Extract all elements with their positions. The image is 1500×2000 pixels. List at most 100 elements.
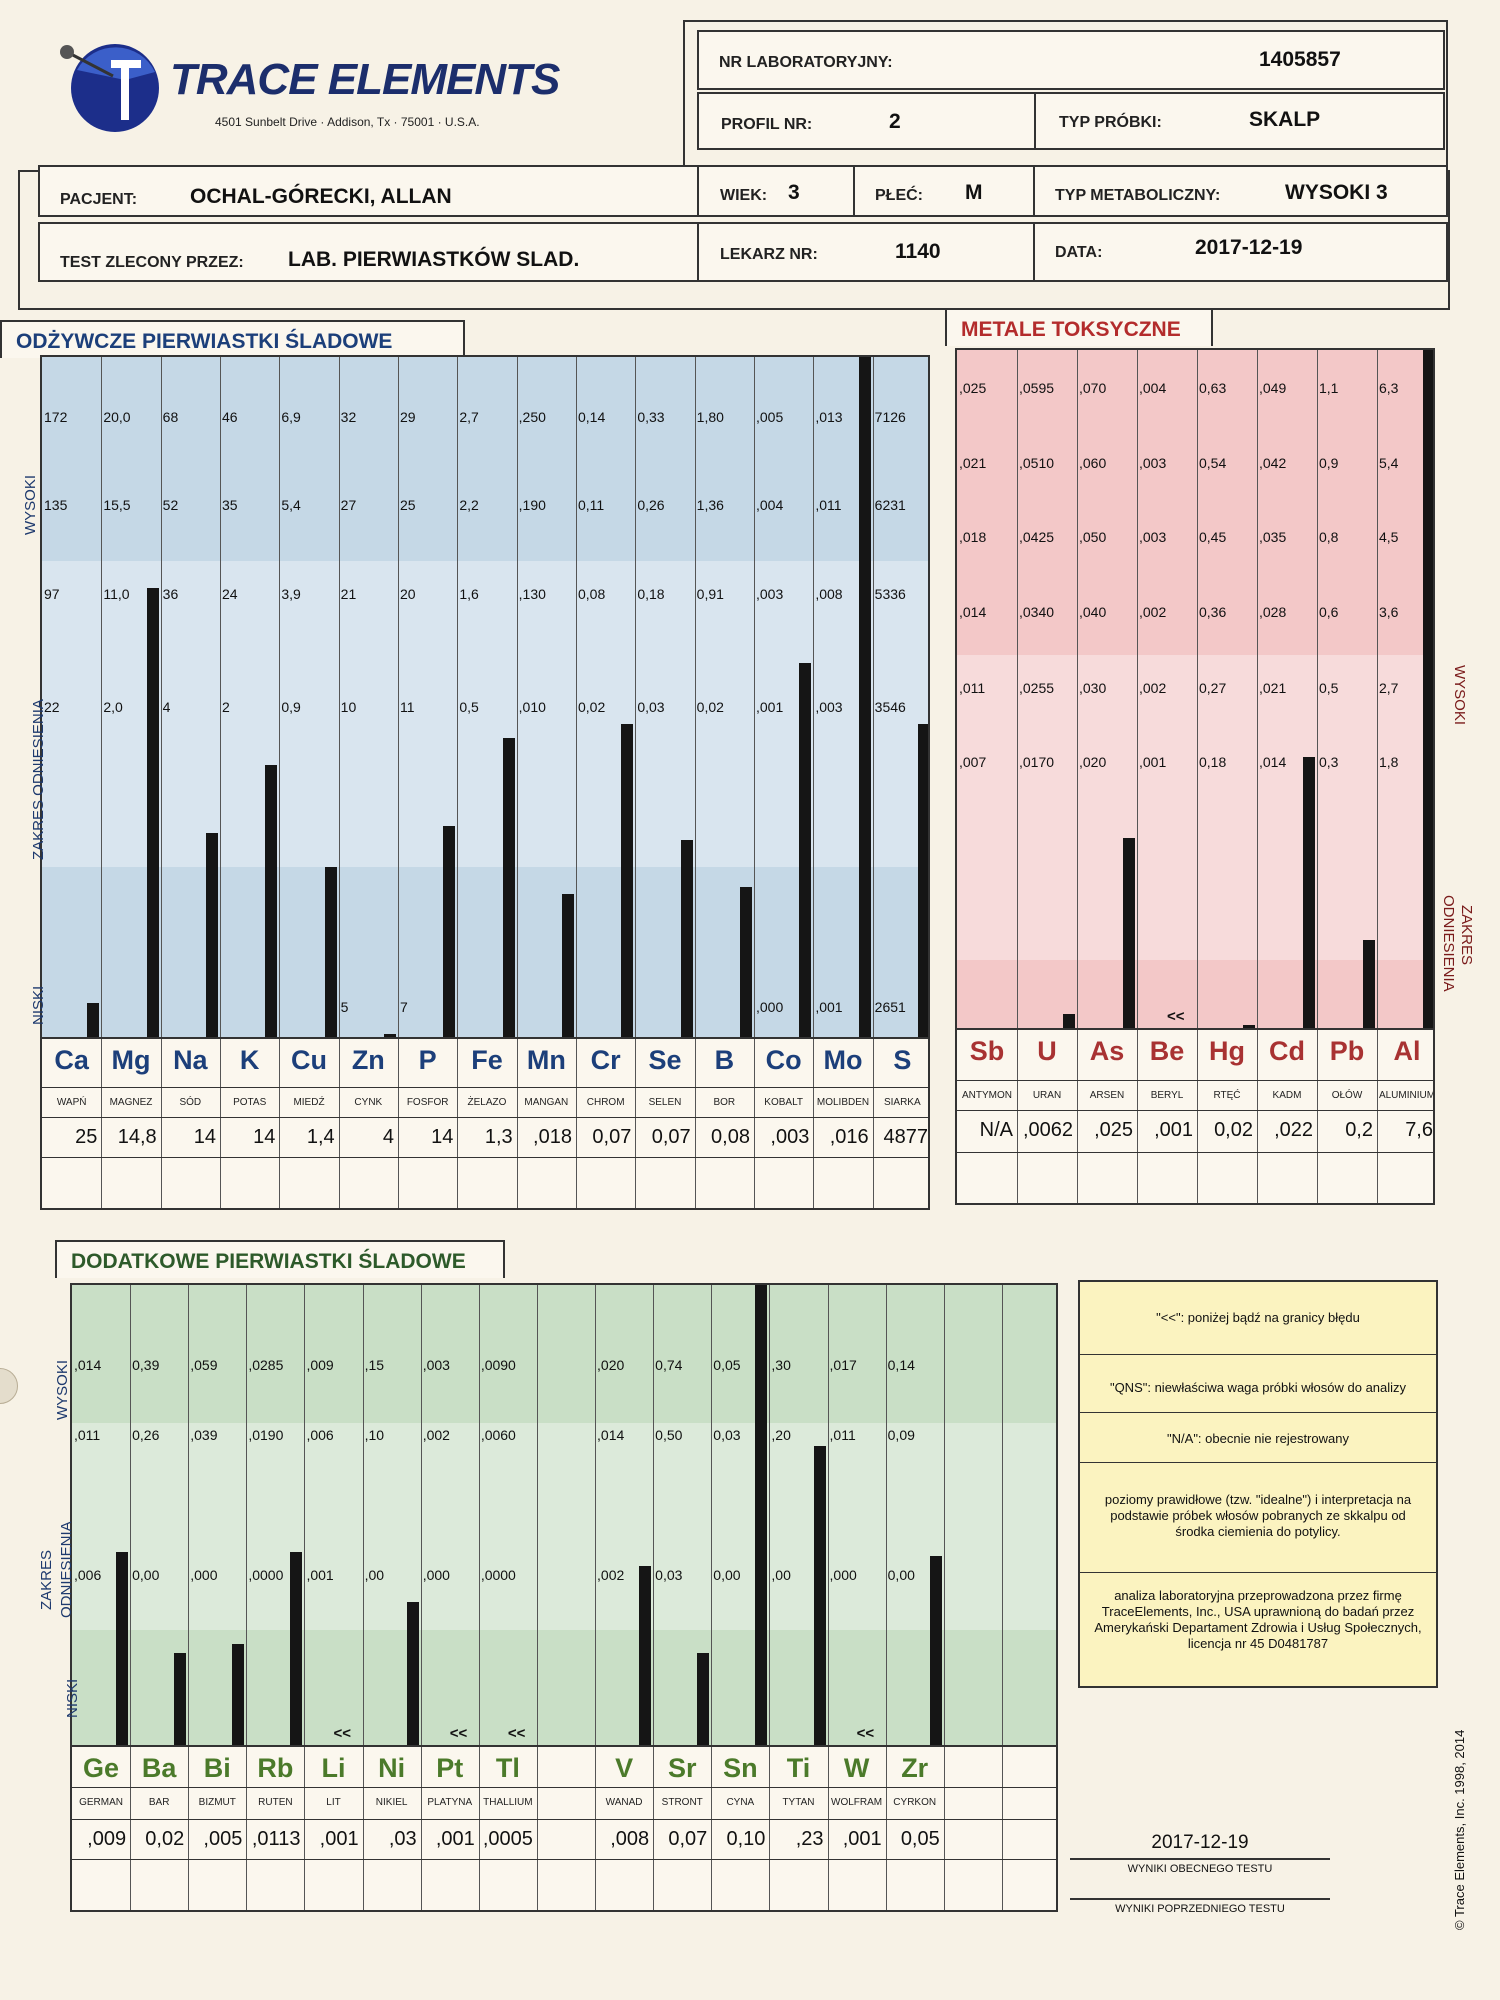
column-divider: [246, 1285, 248, 1910]
patient-value: OCHAL-GÓRECKI, ALLAN: [190, 185, 452, 208]
column-divider: [694, 357, 696, 1208]
element-symbol: Fe: [471, 1045, 503, 1075]
column-divider: [1137, 350, 1138, 1203]
table-row-divider: [72, 1787, 1056, 1788]
brand-name: TRACE ELEMENTS: [170, 55, 560, 104]
result-value: ,025: [1094, 1119, 1133, 1141]
element-symbol: Cd: [1269, 1036, 1305, 1066]
axis-tick-label: ,014: [597, 1427, 625, 1443]
element-name: SIARKA: [883, 1097, 921, 1108]
element-symbol: Mo: [823, 1045, 863, 1075]
reference-range-band: [72, 1423, 1056, 1630]
axis-tick-label: ,009: [306, 1357, 334, 1373]
element-symbol: B: [714, 1045, 735, 1075]
axis-tick-label: 35: [222, 497, 238, 513]
element-symbol: Be: [1149, 1036, 1185, 1066]
chart-background: [957, 350, 1433, 1028]
axis-tick-label: 0,27: [1199, 680, 1227, 696]
result-bar: [929, 1556, 942, 1745]
axis-tick-label: ,001: [756, 699, 784, 715]
axis-tick-label: 6,9: [281, 409, 301, 425]
additional-section-title: DODATKOWE PIERWIASTKI ŚLADOWE: [55, 1240, 505, 1278]
result-value: ,016: [829, 1126, 869, 1148]
axis-tick-label: ,059: [190, 1357, 218, 1373]
column-divider: [1001, 1285, 1003, 1910]
result-bar: [443, 826, 456, 1037]
element-name: SÓD: [179, 1097, 202, 1108]
element-symbol: Mn: [526, 1045, 566, 1075]
result-bar: [562, 894, 574, 1037]
axis-tick-label: 5,4: [281, 497, 301, 513]
axis-tick-label: 3546: [874, 699, 906, 715]
axis-tick-label: ,000: [756, 999, 784, 1015]
result-bar: [1123, 838, 1135, 1028]
element-symbol: As: [1089, 1036, 1125, 1066]
axis-tick-label: 0,03: [655, 1567, 683, 1583]
element-name: MOLIBDEN: [816, 1097, 870, 1108]
additional-range-label-line1: ZAKRES: [38, 1549, 55, 1610]
element-symbol: Al: [1393, 1036, 1421, 1066]
column-divider: [188, 1285, 190, 1910]
axis-tick-label: ,001: [1139, 754, 1167, 770]
axis-tick-label: ,000: [190, 1567, 218, 1583]
axis-tick-label: ,003: [815, 699, 843, 715]
nutrient-high-label: WYSOKI: [22, 474, 39, 535]
column-divider: [279, 357, 281, 1208]
nutrient-low-label: NISKI: [30, 985, 47, 1025]
axis-tick-label: ,014: [959, 604, 987, 620]
result-value: ,0113: [251, 1828, 301, 1850]
result-value: ,23: [795, 1828, 824, 1850]
axis-tick-label: ,130: [518, 586, 546, 602]
axis-tick-label: ,000: [422, 1567, 450, 1583]
axis-tick-label: 0,26: [637, 497, 665, 513]
axis-tick-label: ,002: [422, 1427, 450, 1443]
element-name: POTAS: [233, 1097, 267, 1108]
axis-tick-label: ,017: [829, 1357, 857, 1373]
table-row-divider: [72, 1859, 1056, 1860]
axis-tick-label: 68: [162, 409, 179, 425]
axis-tick-label: ,020: [1079, 754, 1107, 770]
element-name: CYRKON: [893, 1797, 937, 1808]
additional-range-label-line2: ODNIESIENIA: [58, 1521, 75, 1618]
axis-tick-label: 0,54: [1199, 455, 1227, 471]
axis-tick-label: ,002: [597, 1567, 625, 1583]
element-symbol: Cu: [290, 1045, 327, 1075]
element-name: KOBALT: [764, 1097, 804, 1108]
axis-tick-label: 0,05: [713, 1357, 741, 1373]
axis-tick-label: 0,74: [655, 1357, 683, 1373]
element-name: SELEN: [648, 1097, 682, 1108]
column-divider: [711, 1285, 713, 1910]
axis-tick-label: 25: [400, 497, 416, 513]
axis-tick-label: 0,00: [887, 1567, 915, 1583]
metabolic-type-label: TYP METABOLICZNY:: [1055, 187, 1221, 204]
additional-high-label: WYSOKI: [54, 1359, 71, 1420]
axis-tick-label: 1,6: [459, 586, 479, 602]
axis-tick-label: 0,00: [713, 1567, 741, 1583]
result-value: 14: [193, 1126, 216, 1148]
axis-tick-label: 3,6: [1379, 604, 1399, 620]
axis-tick-label: 0,09: [887, 1427, 915, 1443]
element-symbol: Ca: [54, 1045, 89, 1075]
element-name: ALUMINIUM: [1378, 1090, 1435, 1101]
axis-tick-label: 46: [222, 409, 238, 425]
axis-tick-label: ,00: [364, 1567, 385, 1583]
column-divider: [130, 1285, 132, 1910]
axis-tick-label: ,0510: [1019, 455, 1055, 471]
axis-tick-label: ,15: [364, 1357, 385, 1373]
axis-tick-label: ,018: [959, 529, 987, 545]
element-name: BIZMUT: [198, 1797, 236, 1808]
element-symbol: Ge: [83, 1753, 120, 1783]
column-divider: [653, 1285, 655, 1910]
axis-tick-label: 2,7: [1379, 680, 1399, 696]
axis-tick-label: 4: [162, 699, 171, 715]
axis-tick-label: ,0285: [248, 1357, 284, 1373]
element-name: BERYL: [1150, 1090, 1184, 1101]
profile-label: PROFIL NR:: [721, 116, 813, 133]
element-name: FOSFOR: [406, 1097, 449, 1108]
axis-tick-label: ,001: [306, 1567, 334, 1583]
result-value: ,022: [1274, 1119, 1313, 1141]
ordered-by-label: TEST ZLECONY PRZEZ:: [60, 254, 244, 271]
axis-tick-label: 0,39: [132, 1357, 160, 1373]
element-name: GERMAN: [79, 1797, 123, 1808]
date-label: DATA:: [1055, 244, 1103, 261]
